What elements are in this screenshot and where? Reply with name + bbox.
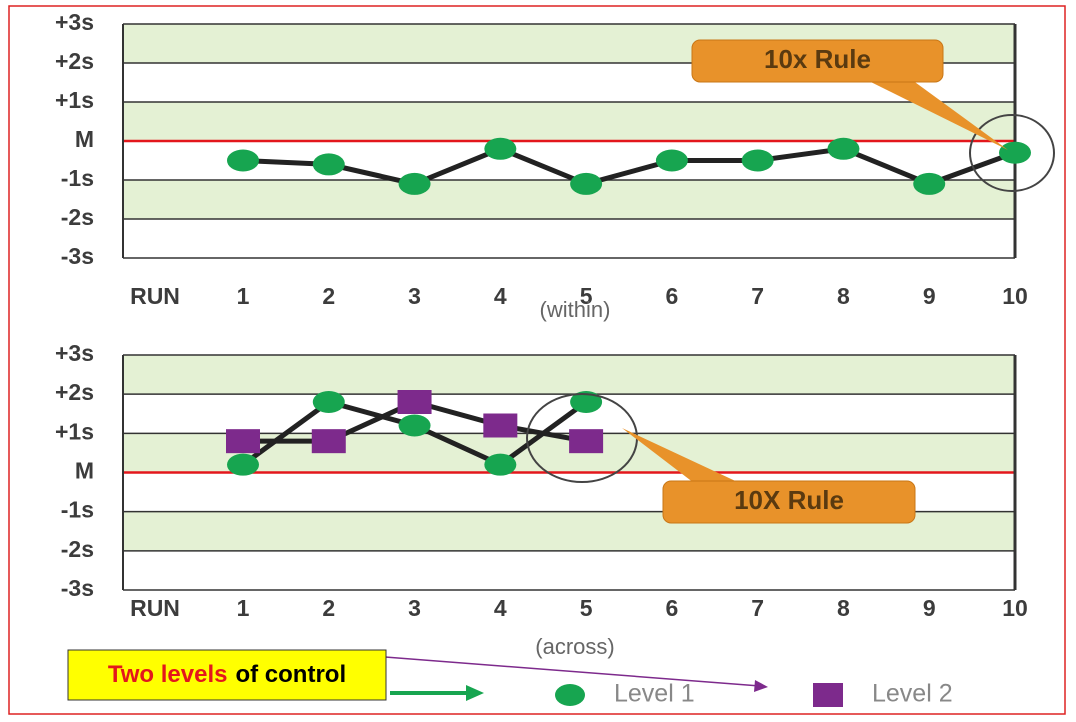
point (484, 453, 517, 476)
x-tick-label: 2 (322, 595, 335, 621)
point (226, 429, 260, 454)
point (398, 414, 431, 437)
point (227, 149, 259, 172)
y-tick-label: -2s (61, 204, 94, 230)
x-tick-label: 1 (237, 283, 250, 309)
point (312, 391, 345, 413)
band (123, 102, 1015, 141)
callout-pointer (622, 428, 736, 481)
subtitle: (across) (535, 634, 614, 659)
point (227, 453, 259, 476)
x-tick-label: 4 (494, 283, 507, 309)
x-tick-label: 6 (665, 595, 678, 621)
note-box (67, 649, 387, 701)
y-tick-label: +2s (55, 48, 94, 74)
legend-label: Level 2 (872, 680, 953, 708)
point (312, 153, 345, 176)
note-part: Two levels (108, 661, 228, 688)
x-tick-label: 8 (837, 283, 850, 309)
x-tick-label: 9 (923, 283, 936, 309)
y-tick-label: +3s (55, 340, 94, 366)
x-tick-label: 10 (1002, 595, 1028, 621)
point (655, 149, 688, 172)
legend-swatch (813, 683, 843, 707)
x-tick-label: 4 (494, 595, 507, 621)
callout-label: 10X Rule (734, 485, 844, 515)
point (827, 137, 860, 160)
x-tick-label: 7 (751, 595, 764, 621)
callout-pointer (870, 82, 1008, 150)
point (999, 141, 1031, 164)
band (123, 355, 1015, 395)
point (484, 137, 517, 160)
highlight-circle (969, 114, 1055, 192)
series-line (242, 146, 1016, 187)
y-tick-label: +2s (55, 379, 94, 405)
x-tick-label: 1 (237, 595, 250, 621)
y-tick-label: M (75, 458, 94, 484)
point (570, 172, 603, 195)
y-tick-label: +1s (55, 418, 94, 444)
point (913, 172, 946, 195)
note: Two levels of control (108, 661, 346, 688)
x-tick-label: 5 (580, 595, 593, 621)
point (311, 429, 346, 454)
band (123, 550, 1015, 590)
point (569, 429, 604, 454)
x-tick-label: 9 (923, 595, 936, 621)
x-tick-label: 2 (322, 283, 335, 309)
arrow-head (754, 680, 768, 692)
x-tick-label: 3 (408, 283, 421, 309)
callout-box (662, 480, 916, 524)
x-axis-label: RUN (130, 283, 180, 309)
y-tick-label: +1s (55, 87, 94, 113)
y-tick-label: M (75, 126, 94, 152)
x-tick-label: 6 (665, 283, 678, 309)
x-tick-label: 7 (751, 283, 764, 309)
x-tick-label: 3 (408, 595, 421, 621)
y-tick-label: -1s (61, 497, 94, 523)
y-tick-label: -2s (61, 536, 94, 562)
x-tick-label: 8 (837, 595, 850, 621)
point (483, 413, 518, 438)
arrow-head (466, 685, 484, 701)
callout-label: 10x Rule (764, 44, 871, 74)
point (570, 391, 603, 413)
x-tick-label: 5 (580, 283, 593, 309)
arrow (384, 656, 761, 687)
point (741, 149, 774, 172)
y-tick-label: -3s (61, 575, 94, 601)
point (398, 172, 431, 195)
x-tick-label: 10 (1002, 283, 1028, 309)
band (123, 180, 1015, 219)
legend-swatch (555, 684, 585, 706)
y-tick-label: -3s (61, 243, 94, 269)
note-part: of control (235, 661, 346, 688)
band (123, 219, 1015, 258)
y-tick-label: +3s (55, 9, 94, 35)
subtitle: (within) (540, 297, 611, 322)
x-axis-label: RUN (130, 595, 180, 621)
callout-box (691, 39, 944, 83)
point (397, 390, 432, 414)
legend-label: Level 1 (614, 680, 695, 708)
y-tick-label: -1s (61, 165, 94, 191)
